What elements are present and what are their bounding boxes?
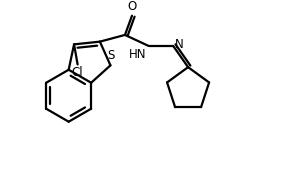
Text: O: O	[127, 0, 136, 13]
Text: S: S	[107, 49, 114, 62]
Text: Cl: Cl	[72, 66, 83, 79]
Text: HN: HN	[129, 48, 147, 61]
Text: N: N	[175, 38, 184, 52]
